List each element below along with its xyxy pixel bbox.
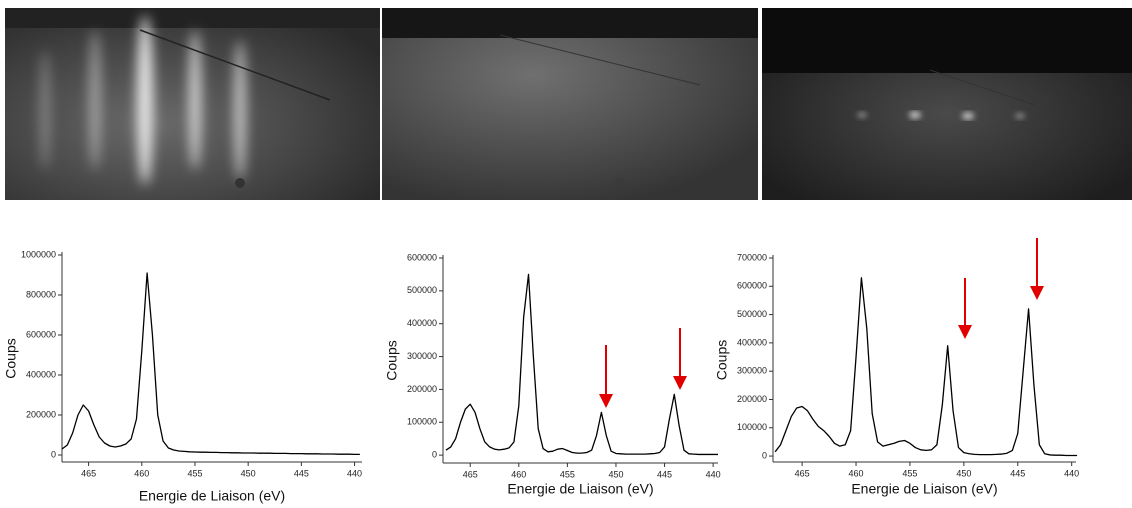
y-axis-label: Coups [3, 338, 19, 378]
y-tick-label: 500000 [737, 309, 767, 319]
x-tick-label: 460 [849, 468, 864, 478]
y-tick-label: 400000 [407, 318, 437, 328]
y-tick-label: 800000 [26, 289, 56, 299]
x-tick-label: 445 [294, 468, 309, 478]
x-tick-label: 455 [560, 469, 575, 479]
y-tick-label: 600000 [737, 281, 767, 291]
x-axis-label: Energie de Liaison (eV) [507, 481, 653, 497]
x-tick-label: 465 [795, 468, 810, 478]
x-axis-label: Energie de Liaison (eV) [851, 481, 997, 497]
y-tick-label: 700000 [737, 252, 767, 262]
y-tick-label: 400000 [26, 369, 56, 379]
y-tick-label: 100000 [407, 417, 437, 427]
y-tick-label: 1000000 [21, 249, 56, 259]
x-tick-label: 440 [347, 468, 362, 478]
y-tick-label: 200000 [26, 409, 56, 419]
rheed-image-2 [382, 8, 758, 200]
y-tick-label: 200000 [737, 394, 767, 404]
x-tick-label: 440 [1064, 468, 1079, 478]
y-tick-label: 0 [762, 450, 767, 460]
chart: 465 460 455 450 445 440 0 100000 200000 300000 400… [714, 252, 1079, 496]
x-tick-label: 465 [81, 468, 96, 478]
x-tick-label: 465 [463, 469, 478, 479]
y-axis-label: Coups [384, 340, 400, 380]
spectrum-line [61, 272, 360, 456]
y-tick-label: 400000 [737, 337, 767, 347]
x-tick-label: 455 [187, 468, 202, 478]
x-tick-label: 460 [134, 468, 149, 478]
spectrum-line [445, 273, 718, 456]
rheed-image-3 [762, 8, 1132, 200]
x-axis-label: Energie de Liaison (eV) [139, 488, 285, 504]
spectrum-line [774, 277, 1078, 457]
rheed-image-1 [5, 8, 380, 200]
x-tick-label: 450 [956, 468, 971, 478]
y-tick-label: 500000 [407, 285, 437, 295]
x-tick-label: 460 [511, 469, 526, 479]
arrows [599, 238, 1044, 408]
y-tick-label: 300000 [737, 366, 767, 376]
x-tick-label: 445 [1010, 468, 1025, 478]
x-tick-label: 450 [608, 469, 623, 479]
chart: 465 460 455 450 445 440 0 200000 400000 600000 800… [3, 249, 362, 503]
y-axis-label: Coups [714, 340, 730, 380]
chart: 465 460 455 450 445 440 0 100000 200000 300000 400… [384, 252, 721, 496]
y-tick-label: 200000 [407, 384, 437, 394]
y-tick-label: 0 [51, 449, 56, 459]
x-tick-label: 445 [657, 469, 672, 479]
y-tick-label: 100000 [737, 422, 767, 432]
x-tick-label: 440 [706, 469, 721, 479]
y-tick-label: 600000 [26, 329, 56, 339]
x-tick-label: 455 [902, 468, 917, 478]
y-tick-label: 300000 [407, 351, 437, 361]
y-tick-label: 600000 [407, 252, 437, 262]
x-tick-label: 450 [241, 468, 256, 478]
y-tick-label: 0 [432, 449, 437, 459]
